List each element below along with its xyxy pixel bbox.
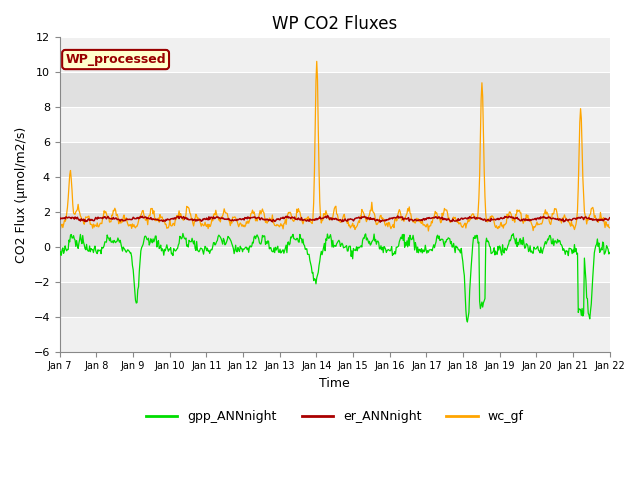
er_ANNnight [56, 215, 63, 220]
gpp_ANNnight [606, 250, 614, 255]
gpp_ANNnight [66, 239, 74, 245]
wc_gf [606, 225, 614, 231]
Title: WP CO2 Fluxes: WP CO2 Fluxes [272, 15, 397, 33]
wc_gf [403, 212, 410, 218]
er_ANNnight [179, 216, 186, 221]
gpp_ANNnight [463, 319, 471, 325]
Y-axis label: CO2 Flux (µmol/m2/s): CO2 Flux (µmol/m2/s) [15, 126, 28, 263]
Bar [60, 37, 610, 72]
Bar [60, 142, 610, 177]
er_ANNnight [606, 215, 614, 221]
er_ANNnight [207, 214, 215, 220]
er_ANNnight [403, 216, 411, 222]
wc_gf [179, 216, 186, 221]
er_ANNnight [66, 215, 74, 220]
wc_gf [122, 215, 130, 221]
er_ANNnight [324, 213, 332, 218]
gpp_ANNnight [179, 230, 187, 236]
Bar [60, 317, 610, 351]
Text: WP_processed: WP_processed [65, 53, 166, 66]
wc_gf [419, 217, 426, 223]
wc_gf [207, 220, 215, 226]
gpp_ANNnight [208, 247, 216, 252]
Bar [60, 177, 610, 212]
gpp_ANNnight [403, 242, 410, 248]
gpp_ANNnight [419, 250, 426, 256]
wc_gf [313, 59, 321, 64]
Line: er_ANNnight: er_ANNnight [60, 216, 610, 222]
wc_gf [424, 228, 432, 234]
wc_gf [66, 172, 74, 178]
gpp_ANNnight [122, 250, 130, 255]
Bar [60, 282, 610, 317]
Line: wc_gf: wc_gf [60, 61, 610, 231]
er_ANNnight [419, 216, 427, 222]
Legend: gpp_ANNnight, er_ANNnight, wc_gf: gpp_ANNnight, er_ANNnight, wc_gf [141, 405, 529, 428]
Bar [60, 212, 610, 247]
wc_gf [56, 228, 63, 233]
er_ANNnight [122, 216, 130, 222]
er_ANNnight [376, 219, 384, 225]
gpp_ANNnight [56, 252, 63, 258]
Bar [60, 72, 610, 107]
Line: gpp_ANNnight: gpp_ANNnight [60, 233, 610, 322]
X-axis label: Time: Time [319, 377, 350, 390]
Bar [60, 247, 610, 282]
gpp_ANNnight [179, 235, 186, 240]
Bar [60, 107, 610, 142]
